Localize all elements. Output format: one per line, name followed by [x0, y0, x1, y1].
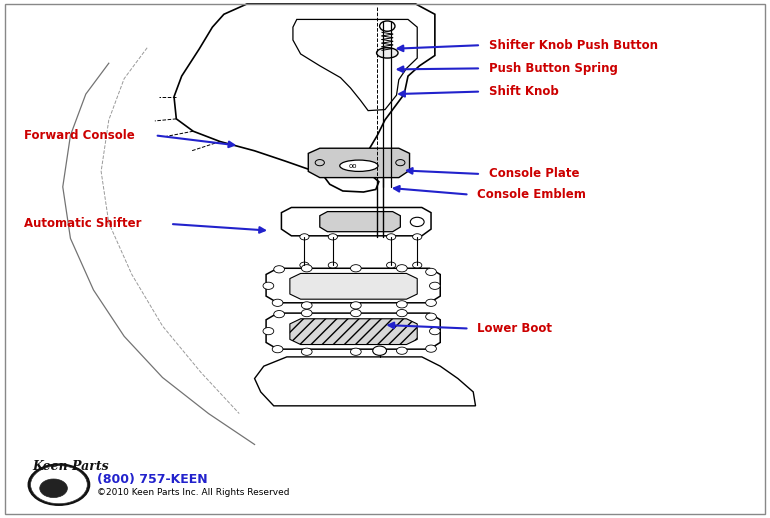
Ellipse shape [340, 160, 378, 171]
Circle shape [40, 479, 67, 498]
Circle shape [350, 309, 361, 316]
Circle shape [301, 348, 312, 355]
Circle shape [328, 234, 337, 240]
Circle shape [274, 310, 284, 318]
Text: Shift Knob: Shift Knob [489, 85, 558, 98]
Circle shape [301, 265, 312, 272]
Polygon shape [308, 148, 410, 178]
Text: Lower Boot: Lower Boot [477, 322, 552, 335]
Circle shape [28, 464, 89, 505]
Circle shape [426, 299, 437, 307]
Circle shape [263, 327, 274, 335]
Circle shape [350, 265, 361, 272]
Circle shape [273, 346, 283, 353]
Circle shape [426, 268, 437, 276]
Circle shape [397, 309, 407, 316]
Polygon shape [290, 319, 417, 344]
Circle shape [413, 262, 422, 268]
Circle shape [387, 262, 396, 268]
Polygon shape [320, 211, 400, 232]
Circle shape [430, 327, 440, 335]
Circle shape [274, 266, 284, 273]
Circle shape [263, 282, 274, 290]
Text: Console Emblem: Console Emblem [477, 188, 586, 201]
Circle shape [300, 234, 309, 240]
Circle shape [350, 348, 361, 355]
Circle shape [301, 309, 312, 316]
Circle shape [413, 234, 422, 240]
Text: Keen Parts: Keen Parts [32, 459, 109, 472]
Circle shape [426, 345, 437, 352]
Text: Forward Console: Forward Console [25, 129, 136, 142]
Polygon shape [290, 274, 417, 299]
Circle shape [397, 347, 407, 354]
Circle shape [387, 234, 396, 240]
Text: ©2010 Keen Parts Inc. All Rights Reserved: ©2010 Keen Parts Inc. All Rights Reserve… [97, 488, 290, 497]
Circle shape [397, 301, 407, 308]
Ellipse shape [377, 48, 398, 58]
Circle shape [410, 217, 424, 226]
Circle shape [350, 302, 361, 309]
Circle shape [426, 313, 437, 320]
Text: Shifter Knob Push Button: Shifter Knob Push Button [489, 39, 658, 52]
Circle shape [31, 466, 87, 503]
Text: Push Button Spring: Push Button Spring [489, 62, 618, 75]
Circle shape [373, 346, 387, 355]
Circle shape [430, 282, 440, 290]
Circle shape [380, 21, 395, 31]
Text: Console Plate: Console Plate [489, 167, 579, 180]
Circle shape [273, 299, 283, 307]
Circle shape [397, 265, 407, 272]
Circle shape [301, 302, 312, 309]
Text: (800) 757-KEEN: (800) 757-KEEN [97, 473, 208, 486]
Circle shape [328, 262, 337, 268]
Text: Automatic Shifter: Automatic Shifter [25, 218, 142, 231]
Circle shape [300, 262, 309, 268]
Text: oo: oo [348, 163, 357, 169]
